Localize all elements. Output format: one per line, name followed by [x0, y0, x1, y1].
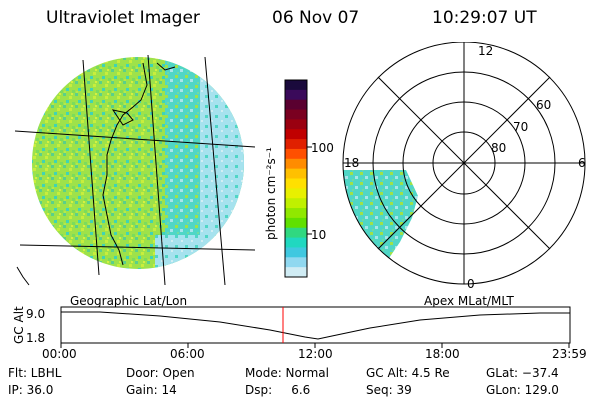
- info-gc-alt: GC Alt: 4.5 Re: [366, 366, 450, 380]
- polar-lat-60: 60: [536, 98, 552, 112]
- app-title: Ultraviolet Imager: [46, 8, 200, 28]
- info-glat: GLat: −37.4: [486, 366, 559, 380]
- polar-mlt-18: 18: [344, 156, 360, 170]
- info-dsp: Dsp: 6.6: [245, 383, 311, 397]
- colorbar-tick-10: 10: [311, 228, 327, 242]
- colorbar-unit-label: photon cm⁻²s⁻¹: [264, 147, 278, 240]
- colorbar: [284, 79, 312, 278]
- timeline-xtick-0000: 00:00: [42, 347, 77, 361]
- colorbar-scale: [285, 80, 307, 278]
- timeline-xtick-1200: 12:00: [298, 347, 333, 361]
- colorbar-tick-100: 100: [311, 141, 334, 155]
- polar-lat-70: 70: [513, 120, 529, 134]
- polar-mlt-12: 12: [478, 44, 494, 58]
- time-label: 10:29:07 UT: [432, 8, 537, 28]
- info-glon: GLon: 129.0: [486, 383, 559, 397]
- timeline-axis-label: GC Alt: [12, 306, 26, 344]
- timeline-plot: [60, 306, 571, 348]
- timeline-ytick-1-8: 1.8: [26, 331, 46, 345]
- polar-mlt-0: 0: [467, 277, 475, 291]
- timeline-ytick-9: 9.0: [26, 307, 46, 321]
- info-ip: IP: 36.0: [8, 383, 54, 397]
- polar-plot: [342, 42, 586, 285]
- geographic-image: [15, 54, 255, 286]
- info-mode: Mode: Normal: [245, 366, 329, 380]
- info-seq: Seq: 39: [366, 383, 412, 397]
- timeline-xtick-2359: 23:59: [552, 347, 587, 361]
- timeline-xtick-0600: 06:00: [170, 347, 205, 361]
- info-gain: Gain: 14: [126, 383, 177, 397]
- info-door: Door: Open: [126, 366, 195, 380]
- info-filter: Flt: LBHL: [8, 366, 62, 380]
- geographic-label: Geographic Lat/Lon: [70, 294, 188, 308]
- date-label: 06 Nov 07: [272, 8, 360, 28]
- polar-label: Apex MLat/MLT: [424, 294, 514, 308]
- polar-lat-80: 80: [491, 141, 507, 155]
- timeline-xtick-1800: 18:00: [425, 347, 460, 361]
- polar-mlt-6: 6: [578, 156, 586, 170]
